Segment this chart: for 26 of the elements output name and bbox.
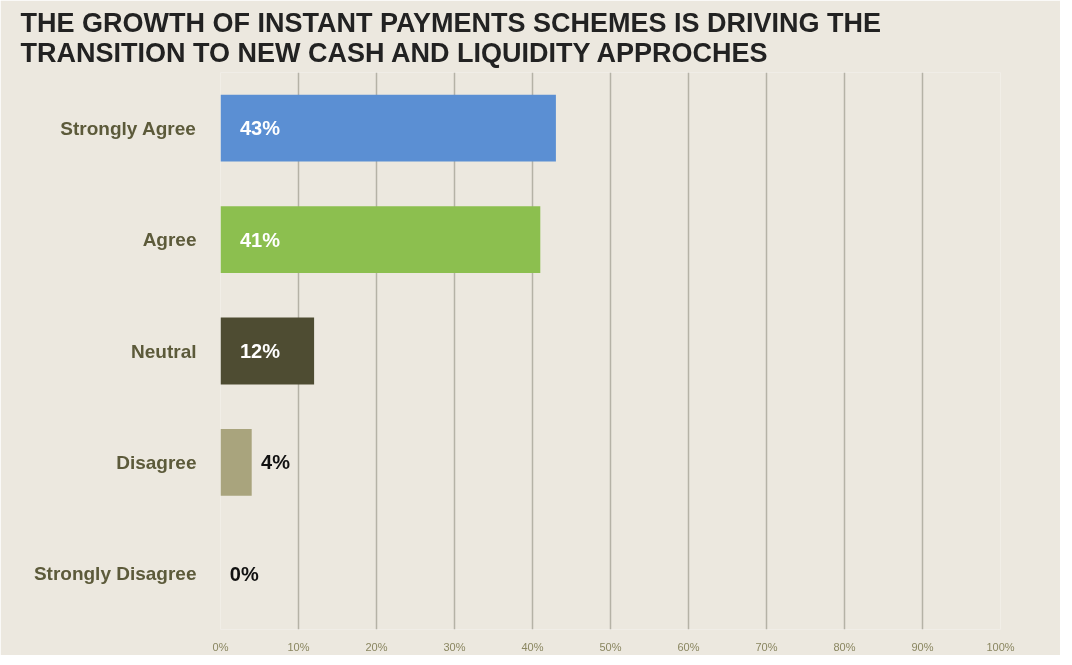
chart-title: THE GROWTH OF INSTANT PAYMENTS SCHEMES IS DRIVING THE TRANSITION TO NEW CASH AND LIQUIDITY APPROCHES (20, 7, 882, 68)
y-tick-label: Disagree (116, 451, 197, 473)
x-tick-label: 10% (287, 640, 310, 653)
y-tick-label: Agree (142, 229, 197, 251)
x-tick-label: 100% (986, 640, 1015, 653)
x-tick-label: 90% (911, 640, 934, 653)
x-tick-label: 70% (755, 640, 778, 653)
y-tick-label: Strongly Disagree (33, 563, 197, 585)
data-label: 4% (261, 451, 291, 474)
x-tick-label: 40% (521, 640, 544, 653)
x-tick-label: 30% (443, 640, 466, 653)
bar (220, 428, 252, 496)
x-tick-label: 0% (212, 640, 229, 653)
bar (220, 206, 541, 274)
x-tick-label: 50% (599, 640, 622, 653)
data-label: 0% (229, 562, 259, 585)
bar (220, 94, 556, 162)
y-tick-label: Strongly Agree (60, 117, 196, 139)
x-tick-label: 60% (677, 640, 700, 653)
data-label: 41% (240, 228, 281, 251)
bar (220, 317, 315, 385)
data-label: 43% (240, 117, 281, 140)
x-tick-label: 80% (833, 640, 856, 653)
x-tick-label: 20% (365, 640, 388, 653)
y-tick-label: Neutral (131, 340, 197, 362)
data-label: 12% (240, 340, 281, 362)
